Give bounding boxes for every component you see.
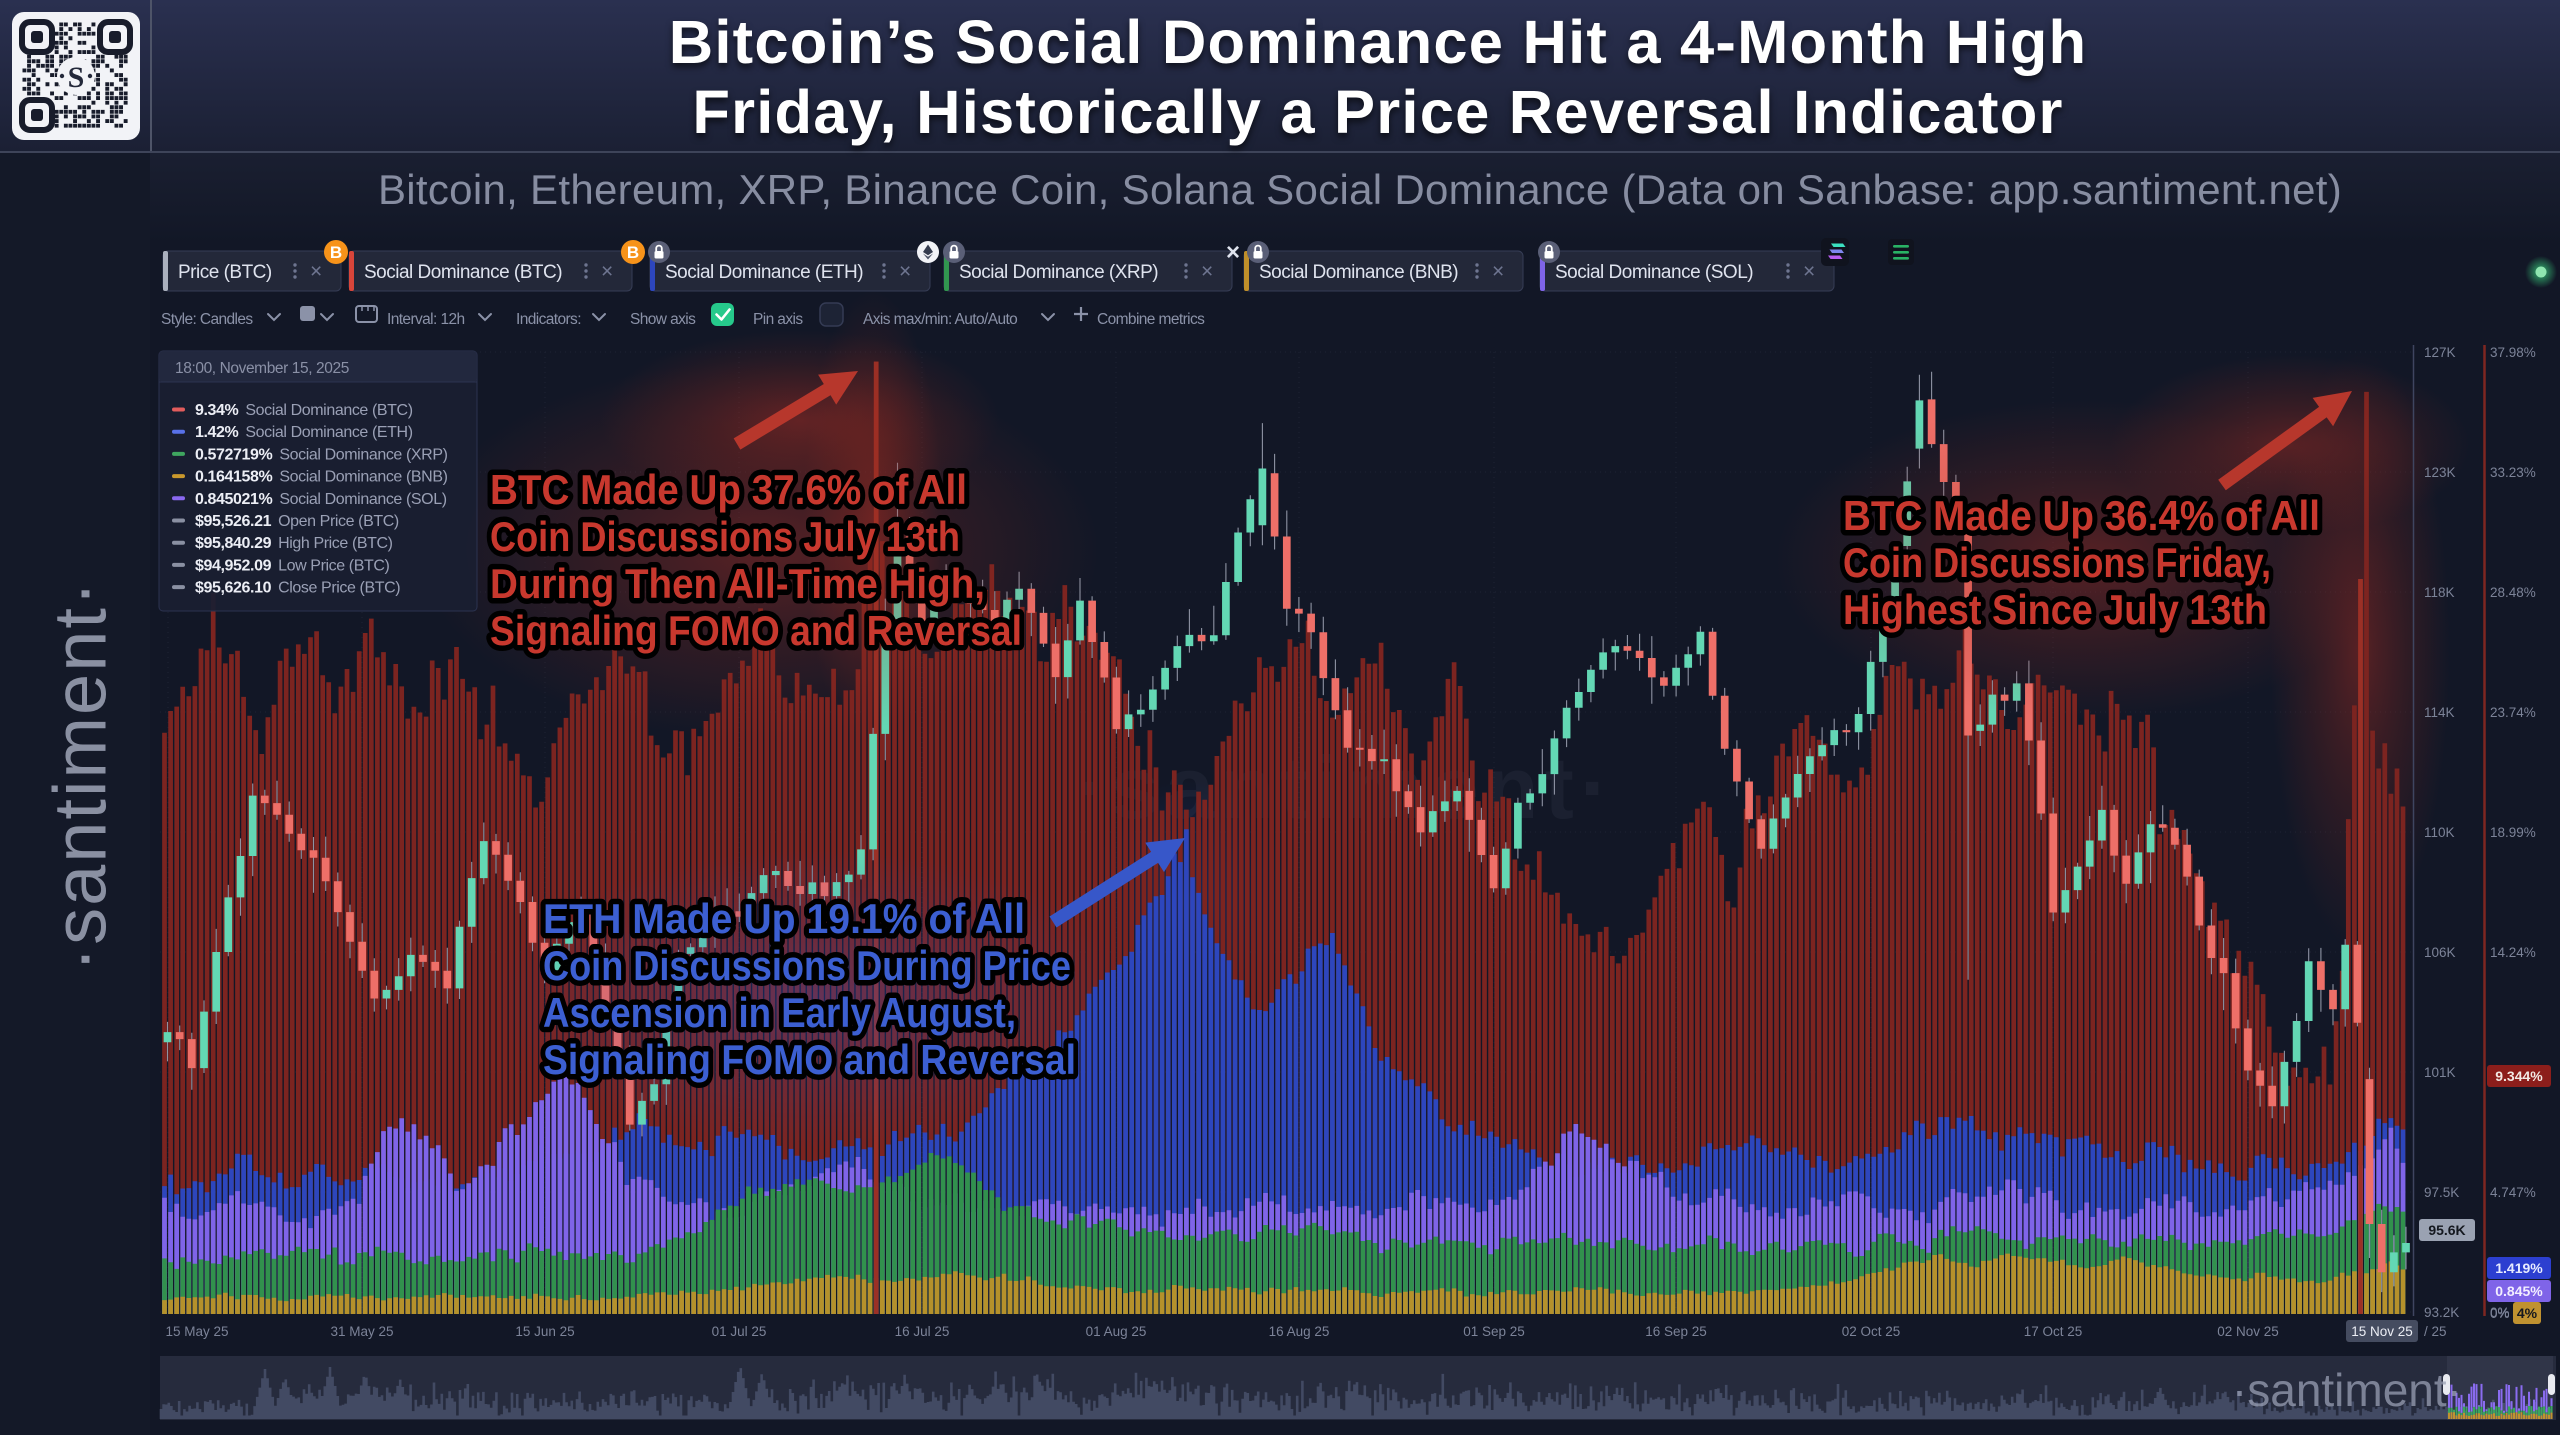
svg-text:15 Jun 25: 15 Jun 25 xyxy=(515,1324,574,1339)
svg-text:·santiment·: ·santiment· xyxy=(2232,1364,2462,1416)
svg-text:01 Sep 25: 01 Sep 25 xyxy=(1463,1324,1525,1339)
svg-text:Social Dominance (BNB): Social Dominance (BNB) xyxy=(1259,262,1458,283)
svg-text:93.2K: 93.2K xyxy=(2424,1305,2459,1320)
svg-text:101K: 101K xyxy=(2424,1065,2456,1080)
svg-text:16 Aug 25: 16 Aug 25 xyxy=(1269,1324,1330,1339)
svg-text:18:00, November 15, 2025: 18:00, November 15, 2025 xyxy=(175,360,349,377)
svg-text:0.572719%Social Dominance (XRP: 0.572719% Social Dominance (XRP) xyxy=(195,446,448,463)
svg-text:Highest Since July 13th: Highest Since July 13th xyxy=(1843,586,2267,633)
svg-text:ETH Made Up 19.1% of All: ETH Made Up 19.1% of All xyxy=(543,895,1025,942)
svg-text:0.164158%Social Dominance (BNB: 0.164158% Social Dominance (BNB) xyxy=(195,469,448,486)
svg-text:×: × xyxy=(1226,239,1240,266)
svg-text:23.74%: 23.74% xyxy=(2490,705,2536,720)
svg-text:×: × xyxy=(1492,260,1504,283)
svg-text:114K: 114K xyxy=(2424,705,2455,720)
svg-text:×: × xyxy=(1803,260,1815,283)
svg-text:Social Dominance (SOL): Social Dominance (SOL) xyxy=(1555,262,1753,283)
svg-text:Coin Discussions Friday,: Coin Discussions Friday, xyxy=(1843,539,2271,586)
svg-text:18.99%: 18.99% xyxy=(2490,825,2536,840)
svg-text:Price (BTC): Price (BTC) xyxy=(178,262,272,283)
svg-text:Signaling FOMO and Reversal: Signaling FOMO and Reversal xyxy=(543,1036,1076,1083)
svg-text:0.845%: 0.845% xyxy=(2495,1283,2543,1299)
svg-text:Signaling FOMO and Reversal: Signaling FOMO and Reversal xyxy=(490,607,1022,654)
svg-text:37.98%: 37.98% xyxy=(2490,345,2536,360)
svg-text:Ascension in Early August,: Ascension in Early August, xyxy=(543,989,1016,1036)
svg-text:97.5K: 97.5K xyxy=(2424,1185,2459,1200)
svg-text:Social Dominance (BTC): Social Dominance (BTC) xyxy=(364,262,562,283)
svg-text:1.42%Social Dominance (ETH): 1.42% Social Dominance (ETH) xyxy=(195,424,413,441)
svg-text:Pin axis: Pin axis xyxy=(753,311,803,328)
svg-text:16 Jul 25: 16 Jul 25 xyxy=(895,1324,950,1339)
svg-text:Social Dominance (XRP): Social Dominance (XRP) xyxy=(959,262,1158,283)
svg-text:BTC Made Up 36.4% of All: BTC Made Up 36.4% of All xyxy=(1843,492,2320,539)
svg-text:/ 25: / 25 xyxy=(2424,1324,2447,1339)
svg-text:95.6K: 95.6K xyxy=(2428,1222,2465,1238)
svg-text:Social Dominance (ETH): Social Dominance (ETH) xyxy=(665,262,863,283)
svg-text:17 Oct 25: 17 Oct 25 xyxy=(2024,1324,2083,1339)
svg-text:B: B xyxy=(330,243,342,262)
svg-text:Style: Candles: Style: Candles xyxy=(161,311,253,328)
svg-text:118K: 118K xyxy=(2424,585,2455,600)
svg-text:Coin Discussions July 13th: Coin Discussions July 13th xyxy=(490,513,960,560)
svg-text:02 Oct 25: 02 Oct 25 xyxy=(1842,1324,1901,1339)
svg-text:×: × xyxy=(1201,260,1213,283)
svg-text:B: B xyxy=(627,243,639,262)
svg-text:Indicators:: Indicators: xyxy=(516,311,581,328)
svg-text:1.419%: 1.419% xyxy=(2495,1260,2543,1276)
svg-text:4%: 4% xyxy=(2517,1305,2538,1321)
svg-text:Axis max/min: Auto/Auto: Axis max/min: Auto/Auto xyxy=(863,311,1017,328)
svg-text:0.845021%Social Dominance (SOL: 0.845021% Social Dominance (SOL) xyxy=(195,491,447,508)
svg-text:S: S xyxy=(68,61,85,94)
svg-text:28.48%: 28.48% xyxy=(2490,585,2536,600)
svg-text:106K: 106K xyxy=(2424,945,2456,960)
svg-text:×: × xyxy=(899,260,911,283)
svg-text:15 Nov 25: 15 Nov 25 xyxy=(2351,1324,2413,1339)
svg-text:123K: 123K xyxy=(2424,465,2456,480)
svg-text:9.344%: 9.344% xyxy=(2495,1068,2543,1084)
svg-text:BTC Made Up 37.6% of All: BTC Made Up 37.6% of All xyxy=(490,466,967,513)
svg-text:02 Nov 25: 02 Nov 25 xyxy=(2217,1324,2279,1339)
svg-text:4.747%: 4.747% xyxy=(2490,1185,2536,1200)
svg-text:Show axis: Show axis xyxy=(630,311,696,328)
svg-text:During Then All-Time High,: During Then All-Time High, xyxy=(490,560,985,607)
svg-text:15 May 25: 15 May 25 xyxy=(165,1324,228,1339)
svg-text:Coin Discussions During Price: Coin Discussions During Price xyxy=(543,942,1071,989)
svg-text:0%: 0% xyxy=(2490,1306,2510,1321)
svg-text:110K: 110K xyxy=(2424,825,2455,840)
svg-text:31 May 25: 31 May 25 xyxy=(330,1324,393,1339)
svg-text:×: × xyxy=(310,260,322,283)
svg-text:33.23%: 33.23% xyxy=(2490,465,2536,480)
svg-text:16 Sep 25: 16 Sep 25 xyxy=(1645,1324,1707,1339)
svg-text:9.34%Social Dominance (BTC): 9.34% Social Dominance (BTC) xyxy=(195,402,413,419)
svg-text:Interval: 12h: Interval: 12h xyxy=(387,311,465,328)
svg-text:01 Aug 25: 01 Aug 25 xyxy=(1086,1324,1147,1339)
svg-text:01 Jul 25: 01 Jul 25 xyxy=(712,1324,767,1339)
svg-text:14.24%: 14.24% xyxy=(2490,945,2536,960)
svg-text:0%: 0% xyxy=(2490,1305,2510,1320)
svg-text:×: × xyxy=(601,260,613,283)
svg-text:Combine metrics: Combine metrics xyxy=(1097,311,1205,328)
svg-text:127K: 127K xyxy=(2424,345,2456,360)
